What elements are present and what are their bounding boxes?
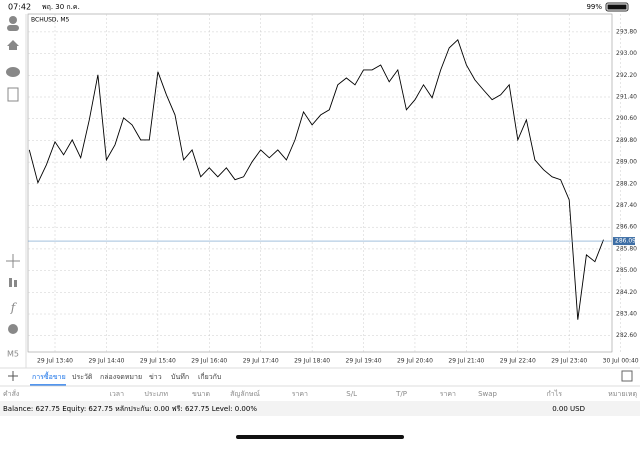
column-header: T/P [395,390,407,398]
x-tick-label: 30 Jul 00:40 [603,358,639,365]
chart-symbol: BCHUSD, M5 [31,17,70,24]
tab[interactable]: เกี่ยวกับ [198,372,221,381]
account-icon[interactable] [9,16,17,24]
account-summary: Balance: 627.75 Equity: 627.75 หลักประกั… [3,405,257,413]
tab[interactable]: การซื้อขาย [32,370,66,381]
home-indicator [236,435,404,439]
candles-icon[interactable] [9,278,12,287]
column-header: เวลา [109,390,124,398]
indicators-icon[interactable]: f [10,301,18,315]
x-tick-label: 29 Jul 19:40 [346,358,382,365]
y-tick-label: 288.20 [616,180,637,187]
objects-icon[interactable] [8,324,18,334]
chart: 293.80 293.00 292.20 291.40 290.60 289.80 289.… [28,14,639,365]
crosshair-icon[interactable] [6,254,20,268]
summary-row [0,401,640,416]
tab[interactable]: กล่องจดหมาย [100,373,142,381]
x-tick-label: 29 Jul 13:40 [37,358,73,365]
battery-level: 99% [586,3,602,11]
column-header: ราคา [440,390,456,398]
total-profit: 0.00 USD [552,405,585,413]
column-header: กำไร [547,389,563,398]
tab[interactable]: บันทึก [171,372,189,381]
column-header: Swap [478,390,497,398]
side-toolbar: f M5 [6,16,20,359]
x-tick-label: 29 Jul 17:40 [243,358,279,365]
price-line [28,38,604,320]
x-tick-label: 29 Jul 16:40 [191,358,227,365]
y-tick-label: 289.00 [616,159,637,166]
y-tick-label: 283.40 [616,311,637,318]
x-tick-label: 29 Jul 22:40 [500,358,536,365]
y-tick-label: 284.20 [616,289,637,296]
new-order-icon[interactable] [7,87,19,102]
y-tick-label: 289.80 [616,137,637,144]
column-header: สัญลักษณ์ [230,390,260,398]
table-header: คำสั่ง เวลา ประเภท ขนาด สัญลักษณ์ ราคา S/L T/P ร… [3,389,637,398]
column-header: S/L [346,390,357,398]
current-price-label: 286.09 [615,238,636,245]
x-tick-label: 29 Jul 14:40 [88,358,124,365]
chart-frame [27,13,613,353]
tab-bar: การซื้อขาย ประวัติ กล่องจดหมาย ข่าว บันทึก เก… [30,370,221,386]
y-tick-label: 287.40 [616,202,637,209]
y-tick-label: 285.00 [616,267,637,274]
x-tick-label: 29 Jul 23:40 [551,358,587,365]
status-date: พฤ. 30 ก.ค. [42,3,80,11]
y-tick-label: 292.20 [616,72,637,79]
current-price-tag [613,237,635,246]
column-header: ประเภท [144,390,168,398]
x-tick-label: 29 Jul 21:40 [448,358,484,365]
layout-button[interactable] [621,370,633,382]
y-tick-label: 285.80 [616,245,637,252]
y-tick-label: 282.60 [616,332,637,339]
add-button[interactable] [8,371,18,381]
y-tick-label: 291.40 [616,94,637,101]
account-icon-body[interactable] [7,25,19,31]
y-tick-label: 293.80 [616,28,637,35]
trade-icon[interactable] [7,40,19,50]
column-header: ราคา [292,390,308,398]
battery-icon [605,2,629,12]
column-header: ขนาด [192,390,210,398]
status-time: 07:42 [8,3,31,12]
y-tick-label: 290.60 [616,115,637,122]
column-header: คำสั่ง [3,389,19,398]
x-tick-label: 29 Jul 20:40 [397,358,433,365]
candles-icon-2[interactable] [14,280,17,287]
x-tick-label: 29 Jul 15:40 [140,358,176,365]
chat-icon[interactable] [6,67,20,77]
battery-fill [607,4,627,10]
x-tick-label: 29 Jul 18:40 [294,358,330,365]
y-tick-label: 293.00 [616,50,637,57]
tab[interactable]: ข่าว [149,373,162,381]
timeframe-button[interactable]: M5 [7,350,19,359]
tab[interactable]: ประวัติ [72,373,93,381]
y-tick-label: 286.60 [616,224,637,231]
column-header: หมายเหตุ [608,390,637,398]
